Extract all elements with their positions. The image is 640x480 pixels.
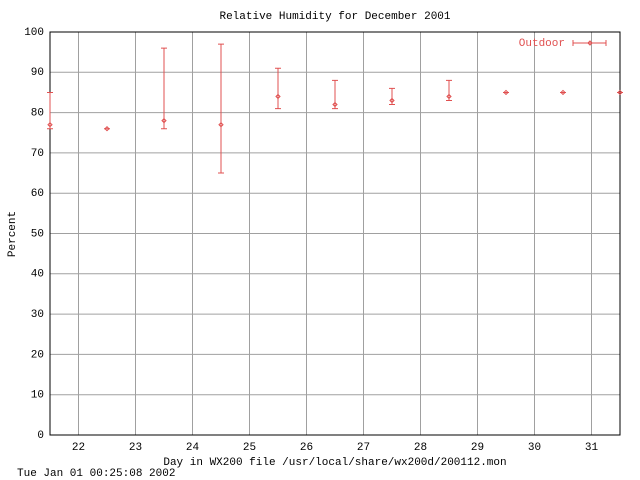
y-tick-label: 100	[24, 27, 44, 39]
footer: Tue Jan 01 00:25:08 2002	[17, 468, 175, 480]
error-bar	[446, 79, 452, 102]
error-bar	[332, 79, 338, 110]
data-point	[47, 121, 53, 128]
x-tick-label: 27	[357, 442, 370, 454]
x-tick-label: 24	[186, 442, 200, 454]
plot-border	[49, 31, 621, 436]
data-point	[560, 89, 566, 96]
x-tick-label: 22	[72, 442, 85, 454]
y-tick-label: 0	[37, 430, 44, 442]
x-tick-label: 23	[129, 442, 142, 454]
data-point	[218, 121, 224, 128]
y-tick-label: 80	[31, 108, 44, 120]
x-tick-label: 28	[414, 442, 427, 454]
data-point	[104, 126, 110, 132]
data-point	[389, 97, 395, 104]
error-bar	[218, 43, 224, 174]
data-point	[617, 89, 623, 96]
y-tick-label: 90	[31, 67, 44, 79]
y-tick-label: 30	[31, 309, 44, 321]
x-axis-label: Day in WX200 file /usr/local/share/wx200…	[163, 457, 506, 469]
y-tick-label: 20	[31, 349, 44, 361]
x-tick-label: 25	[243, 442, 256, 454]
x-tick-label: 26	[300, 442, 313, 454]
y-tick-label: 50	[31, 228, 44, 240]
data-point	[275, 93, 281, 100]
legend-label: Outdoor	[519, 38, 565, 50]
y-tick-label: 60	[31, 188, 44, 200]
legend-swatch	[572, 40, 607, 46]
error-bar	[275, 67, 281, 110]
x-tick-label: 29	[471, 442, 484, 454]
x-tick-label: 30	[528, 442, 541, 454]
data-point	[332, 101, 338, 108]
error-bar	[161, 47, 167, 130]
data-point	[161, 117, 167, 124]
data-point	[503, 89, 509, 96]
chart-title: Relative Humidity for December 2001	[219, 11, 450, 23]
y-tick-label: 40	[31, 269, 44, 281]
x-tick-label: 31	[585, 442, 599, 454]
y-tick-label: 70	[31, 148, 44, 160]
y-tick-label: 10	[31, 390, 44, 402]
y-axis-label: Percent	[7, 211, 19, 257]
data-point	[446, 93, 452, 100]
data-point	[587, 40, 593, 46]
